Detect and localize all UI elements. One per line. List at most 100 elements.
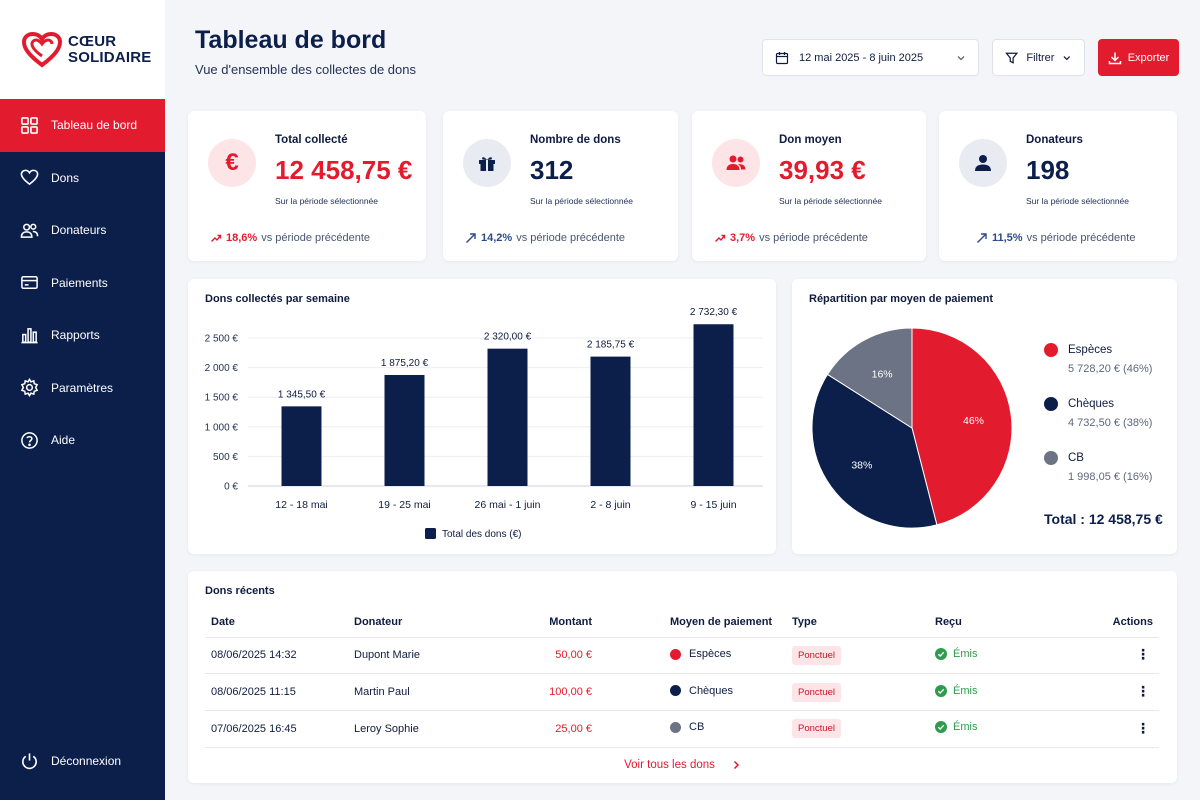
- heart-logo-icon: [22, 31, 62, 68]
- power-icon: [22, 752, 37, 769]
- table-header: Date Donateur Montant Moyen de paiement …: [205, 608, 1159, 638]
- see-all-donations-link[interactable]: Voir tous les dons: [188, 759, 1177, 771]
- heart-icon: [20, 169, 39, 186]
- sidebar-item-label: Dons: [51, 170, 80, 185]
- kpi-card-total: € Total collecté 12 458,75 € Sur la péri…: [188, 111, 426, 261]
- date-range-picker[interactable]: 12 mai 2025 - 8 juin 2025: [762, 39, 979, 76]
- recent-donations-table: Date Donateur Montant Moyen de paiement …: [205, 608, 1159, 748]
- cell-method: Espèces: [598, 637, 786, 675]
- see-all-label: Voir tous les dons: [624, 759, 715, 771]
- kpi-trend-value: 14,2%: [481, 232, 513, 244]
- bar[interactable]: [384, 374, 425, 486]
- dashboard-icon: [21, 116, 38, 134]
- page-title: Tableau de bord: [195, 26, 387, 54]
- pie-chart: 46% 38% 16%: [811, 327, 1013, 529]
- sidebar-item-aide[interactable]: Aide: [0, 414, 165, 467]
- more-actions-icon[interactable]: ⋮: [1136, 646, 1150, 663]
- cell-amount: 100,00 €: [498, 673, 598, 711]
- gear-icon: [20, 378, 39, 398]
- column-header: Moyen de paiement: [598, 608, 786, 638]
- sidebar: CŒUR SOLIDAIRE Tableau de bord Dons Dona…: [0, 0, 172, 800]
- pie-slice-label: 46%: [963, 415, 984, 427]
- card-title: Dons collectés par semaine: [205, 293, 350, 305]
- download-icon: [1108, 52, 1121, 64]
- table-row[interactable]: 08/06/2025 11:15 Martin Paul 100,00 € Ch…: [205, 673, 1159, 711]
- legend-value: 1 998,05 € (16%): [1068, 471, 1153, 483]
- kpi-card-donors: Donateurs 198 Sur la période sélectionné…: [939, 111, 1177, 261]
- pie-slice[interactable]: [826, 327, 913, 429]
- kpi-label: Nombre de dons: [530, 134, 621, 146]
- more-actions-icon[interactable]: ⋮: [1136, 719, 1150, 736]
- kpi-label: Total collecté: [275, 134, 348, 146]
- trend-up-icon: [466, 233, 476, 243]
- sidebar-item-label: Paramètres: [51, 380, 114, 395]
- bar[interactable]: [281, 406, 322, 486]
- table-row[interactable]: 07/06/2025 16:45 Leroy Sophie 25,00 € CB…: [205, 710, 1159, 748]
- sidebar-nav: Tableau de bord Dons Donateurs Paiements…: [0, 99, 172, 467]
- users-icon: [712, 139, 760, 187]
- calendar-icon: [775, 51, 789, 64]
- cell-receipt: Émis: [929, 637, 1029, 675]
- gift-icon: [463, 139, 511, 187]
- users-icon: [20, 223, 39, 238]
- kpi-period: Sur la période sélectionnée: [1026, 196, 1130, 206]
- legend-label: CB: [1068, 452, 1084, 464]
- logout-button[interactable]: Déconnexion: [0, 746, 165, 776]
- y-tick-label: 500 €: [213, 452, 238, 463]
- sidebar-item-label: Aide: [51, 433, 76, 448]
- export-button[interactable]: Exporter: [1098, 39, 1179, 76]
- x-tick-label: 26 mai - 1 juin: [475, 499, 541, 511]
- sidebar-item-rapports[interactable]: Rapports: [0, 309, 165, 362]
- cell-donor: Martin Paul: [348, 673, 498, 711]
- kpi-trend-value: 3,7%: [730, 232, 756, 244]
- pie-slice[interactable]: [911, 327, 1013, 526]
- cell-type: Ponctuel: [786, 673, 929, 711]
- check-circle-icon: [935, 721, 947, 734]
- trend-up-icon: [715, 234, 726, 242]
- cell-method: Chèques: [598, 673, 786, 711]
- x-tick-label: 2 - 8 juin: [590, 499, 630, 511]
- method-label: Espèces: [689, 648, 732, 661]
- sidebar-item-label: Rapports: [51, 328, 100, 343]
- pie-slice[interactable]: [811, 373, 938, 529]
- bar[interactable]: [487, 348, 528, 486]
- kpi-label: Don moyen: [779, 134, 842, 146]
- cell-type: Ponctuel: [786, 637, 929, 675]
- more-actions-icon[interactable]: ⋮: [1136, 683, 1150, 700]
- bar[interactable]: [590, 356, 631, 486]
- sidebar-item-label: Paiements: [51, 275, 108, 290]
- sidebar-item-parametres[interactable]: Paramètres: [0, 362, 165, 415]
- x-tick-label: 12 - 18 mai: [275, 499, 328, 511]
- brand-line2: SOLIDAIRE: [68, 48, 152, 66]
- type-badge: Ponctuel: [792, 645, 841, 665]
- kpi-card-average: Don moyen 39,93 € Sur la période sélecti…: [692, 111, 926, 261]
- cell-amount: 50,00 €: [498, 637, 598, 675]
- method-label: Chèques: [689, 684, 734, 697]
- receipt-status: Émis: [953, 684, 978, 697]
- y-tick-label: 1 000 €: [205, 422, 239, 433]
- type-badge: Ponctuel: [792, 719, 841, 739]
- brand-line1: CŒUR: [68, 32, 117, 50]
- kpi-trend-value: 18,6%: [226, 232, 258, 244]
- cell-actions: ⋮: [1029, 673, 1159, 711]
- card-title: Dons récents: [205, 585, 275, 597]
- column-header: Date: [205, 608, 348, 638]
- sidebar-item-donateurs[interactable]: Donateurs: [0, 204, 165, 257]
- kpi-trend-text: vs période précédente: [759, 232, 868, 244]
- bar-value-label: 2 185,75 €: [587, 340, 635, 351]
- sidebar-item-paiements[interactable]: Paiements: [0, 257, 165, 310]
- filter-button[interactable]: Filtrer: [992, 39, 1085, 76]
- sidebar-item-dashboard[interactable]: Tableau de bord: [0, 99, 172, 152]
- cell-receipt: Émis: [929, 673, 1029, 711]
- column-header: Actions: [1029, 608, 1159, 638]
- page-subtitle: Vue d'ensemble des collectes de dons: [195, 62, 416, 77]
- sidebar-item-dons[interactable]: Dons: [0, 152, 165, 205]
- method-dot: [670, 721, 681, 733]
- table-row[interactable]: 08/06/2025 14:32 Dupont Marie 50,00 € Es…: [205, 637, 1159, 675]
- bar[interactable]: [693, 324, 734, 486]
- y-tick-label: 2 000 €: [205, 363, 239, 374]
- bar-value-label: 1 875,20 €: [381, 358, 429, 369]
- legend-swatch: [1044, 451, 1058, 465]
- pie-total: Total : 12 458,75 €: [1044, 511, 1163, 527]
- logo[interactable]: CŒUR SOLIDAIRE: [0, 0, 165, 99]
